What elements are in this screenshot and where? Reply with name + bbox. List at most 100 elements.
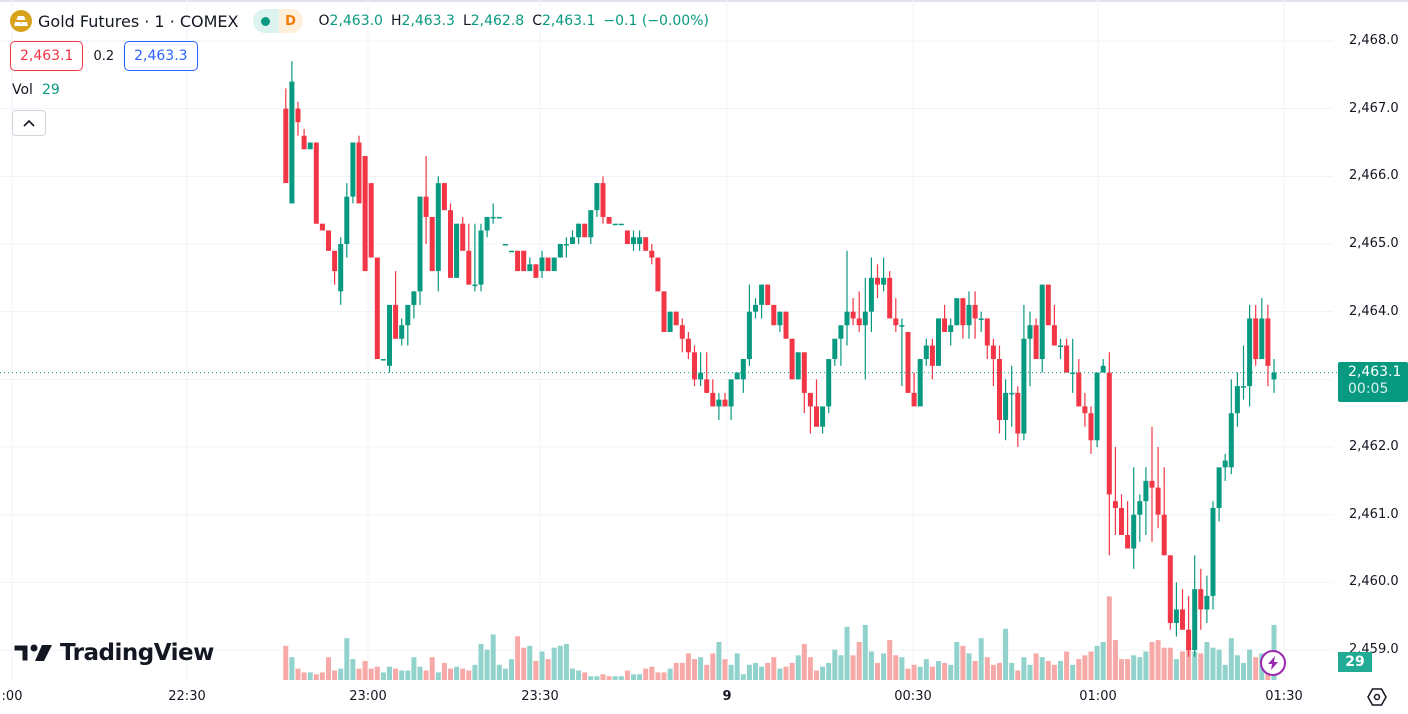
volume-bar [1021, 657, 1027, 680]
volume-bar [1112, 640, 1118, 680]
chart-legend: Gold Futures · 1 · COMEX D O2,463.0 H2,4… [10, 9, 709, 33]
volume-bar [917, 666, 923, 680]
volume-bar [765, 662, 771, 680]
symbol-title[interactable]: Gold Futures · 1 · COMEX [38, 11, 239, 31]
candle [380, 359, 386, 361]
candle [319, 223, 325, 231]
volume-bar [673, 662, 679, 680]
volume-bar [832, 649, 838, 680]
candle [1094, 372, 1100, 441]
candle [1149, 480, 1155, 488]
candle [716, 399, 722, 407]
candle [631, 237, 636, 245]
lightning-button[interactable] [1260, 650, 1286, 676]
volume-bar [1149, 642, 1155, 680]
candle [1027, 325, 1033, 339]
volume-bar [881, 653, 887, 680]
volume-bar [1058, 661, 1063, 680]
volume-bar [393, 668, 399, 680]
candle [740, 359, 746, 380]
volume-bar [710, 653, 716, 680]
volume-bar [301, 672, 307, 680]
candle [850, 311, 856, 319]
volume-bar [399, 670, 405, 680]
candle [990, 345, 996, 360]
candle [332, 250, 338, 272]
volume-bar [1186, 645, 1192, 680]
volume-bar [954, 642, 960, 680]
volume-bar [539, 651, 545, 680]
candle [1015, 392, 1021, 434]
candle [1186, 629, 1192, 651]
candle [826, 359, 832, 407]
volume-bar [698, 657, 704, 680]
volume-bar [1119, 659, 1124, 680]
sell-button[interactable]: 2,463.1 [10, 41, 84, 71]
volume-bar [1027, 664, 1033, 680]
volume-bar [387, 666, 392, 680]
candle [868, 277, 874, 312]
volume-bar [1106, 596, 1112, 680]
candle [429, 216, 435, 272]
candle [521, 250, 527, 272]
chart-settings-button[interactable] [1366, 686, 1388, 708]
candle [881, 277, 887, 285]
time-axis-label: :00 [1, 689, 23, 704]
candle [301, 135, 307, 150]
volume-bar [289, 657, 295, 680]
candle [1222, 460, 1228, 468]
volume-bar [582, 672, 588, 680]
volume-bar [1125, 659, 1131, 680]
volume-bar [1253, 657, 1259, 680]
market-status[interactable]: D [252, 9, 303, 33]
candle [795, 352, 801, 380]
volume-bar [704, 664, 710, 680]
volume-bar [478, 643, 484, 680]
candle [1161, 514, 1167, 556]
volume-bar [734, 653, 740, 680]
candle [466, 250, 472, 285]
volume-bar [856, 642, 862, 680]
candle [362, 156, 368, 272]
candle [448, 210, 453, 278]
volume-bar [972, 661, 978, 680]
volume-bar [1192, 651, 1198, 680]
volume-bar [887, 640, 893, 680]
volume-bar [978, 638, 984, 680]
candle [1100, 365, 1106, 373]
volume-bar [1137, 657, 1143, 680]
collapse-legend-button[interactable] [12, 110, 46, 136]
candle [472, 284, 478, 287]
candle [490, 216, 496, 219]
volume-bar [692, 659, 697, 680]
volume-bar [875, 662, 880, 680]
ohlc-values: O2,463.0 H2,463.3 L2,462.8 C2,463.1 −0.1… [319, 13, 709, 29]
candle [832, 338, 838, 360]
tradingview-logo[interactable]: TradingView [14, 640, 214, 666]
volume-legend[interactable]: Vol 29 [12, 82, 60, 98]
volume-bar [716, 642, 722, 680]
buy-button[interactable]: 2,463.3 [124, 41, 198, 71]
candle [1131, 514, 1137, 549]
candle [356, 142, 362, 204]
candle [612, 223, 618, 226]
candle [1155, 487, 1161, 515]
candle [759, 284, 765, 305]
time-axis-label: 00:30 [894, 689, 932, 704]
volume-bar [649, 666, 655, 680]
volume-bar [295, 668, 301, 680]
candle [948, 325, 954, 332]
candle [807, 392, 813, 407]
candle [1198, 589, 1204, 610]
price-axis-label: 2,464.0 [1349, 303, 1399, 319]
volume-bar [356, 668, 362, 680]
candle [777, 311, 783, 326]
candle [978, 318, 984, 320]
volume-bar [667, 668, 673, 680]
volume-bar [1247, 649, 1253, 680]
candle [624, 230, 630, 245]
gold-symbol-icon[interactable] [10, 10, 32, 32]
volume-bar [1222, 664, 1228, 680]
volume-bar [1009, 662, 1015, 680]
